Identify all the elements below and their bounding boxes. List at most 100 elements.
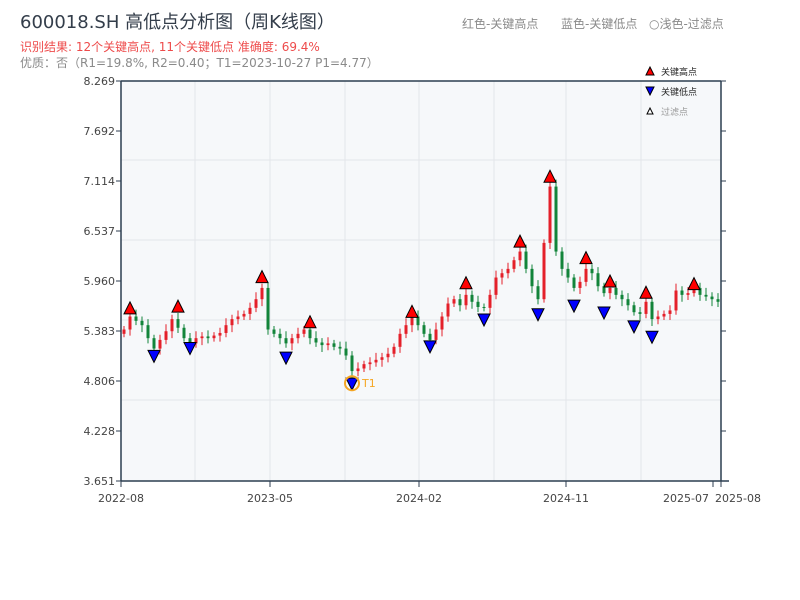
candle-body: [710, 296, 714, 300]
candle-body: [308, 329, 312, 339]
candle-body: [260, 287, 264, 300]
candle-body: [242, 313, 246, 317]
quality-summary: 优质：否（R1=19.8%, R2=0.40；T1=2023-10-27 P1=…: [20, 56, 379, 70]
key-high-marker: [639, 285, 653, 299]
candle-body: [524, 251, 528, 269]
t1-marker: [344, 375, 360, 392]
y-tick-label: 3.651: [84, 475, 116, 488]
candle-body: [350, 355, 354, 372]
candle-body: [674, 290, 678, 311]
candle-body: [554, 186, 558, 252]
candle-body: [500, 273, 504, 278]
result-summary: 识别结果: 12个关键高点, 11个关键低点 准确度: 69.4%: [20, 40, 320, 54]
candle-body: [584, 268, 588, 282]
candle-body: [344, 348, 348, 356]
candle-body: [506, 268, 510, 274]
candle-body: [698, 287, 702, 295]
legend-text-high: 红色-关键高点: [462, 17, 539, 31]
y-tick-label: 8.269: [84, 75, 116, 88]
legend-filtered-icon: [646, 106, 654, 115]
candle-body: [620, 294, 624, 300]
candle-body: [434, 329, 438, 340]
candle-body: [332, 343, 336, 347]
candle-body: [602, 286, 606, 294]
candle-body: [428, 333, 432, 340]
candle-body: [644, 301, 648, 314]
candle-body: [464, 294, 468, 306]
key-high-marker: [171, 299, 185, 313]
candle-body: [374, 359, 378, 363]
candle-body: [572, 277, 576, 288]
candle-body: [566, 268, 570, 278]
y-tick-label: 5.383: [84, 325, 116, 338]
candle-body: [632, 305, 636, 313]
y-tick-label: 4.228: [84, 425, 116, 438]
candle-body: [386, 353, 390, 358]
candle-body: [650, 301, 654, 320]
candle-body: [314, 338, 318, 343]
y-tick-label: 5.960: [84, 275, 116, 288]
candle-body: [614, 287, 618, 295]
candle-body: [608, 287, 612, 294]
candle-body: [194, 338, 198, 344]
key-high-marker: [513, 234, 527, 248]
candle-body: [188, 338, 192, 344]
candle-body: [152, 338, 156, 349]
candle-body: [230, 319, 234, 326]
key-high-marker: [405, 304, 419, 318]
key-high-marker: [459, 275, 473, 290]
candle-body: [296, 333, 300, 339]
candle-body: [536, 286, 540, 300]
x-tick-label: 2022-08: [98, 492, 144, 505]
candle-body: [680, 290, 684, 295]
y-tick-label: 6.537: [84, 225, 116, 238]
legend-low-icon: [645, 86, 655, 97]
key-low-marker: [477, 313, 491, 328]
candle-body: [158, 339, 162, 349]
key-low-marker: [345, 377, 359, 392]
candle-body: [638, 312, 642, 314]
legend-high-icon: [645, 65, 655, 76]
candle-body: [254, 299, 258, 308]
candle-body: [452, 299, 456, 304]
key-low-marker: [423, 340, 437, 354]
candle-body: [668, 310, 672, 314]
candle-body: [134, 316, 138, 321]
candle-body: [248, 307, 252, 314]
key-high-marker: [543, 169, 557, 183]
key-low-marker: [645, 330, 659, 345]
candle-body: [542, 242, 546, 300]
candle-body: [380, 357, 384, 360]
candle-body: [236, 316, 240, 320]
candle-body: [362, 364, 366, 369]
key-low-marker: [597, 306, 611, 321]
candle-body: [284, 338, 288, 344]
candle-body: [146, 325, 150, 339]
candle-body: [446, 303, 450, 317]
candle-body: [122, 329, 126, 334]
key-low-marker: [147, 349, 161, 364]
candle-body: [170, 319, 174, 332]
candle-body: [662, 313, 666, 317]
x-tick-label: 2025-07: [663, 492, 709, 505]
t1-label: T1: [361, 377, 376, 390]
candle-body: [326, 343, 330, 346]
candle-body: [512, 260, 516, 269]
legend-low-label: 关键低点: [661, 86, 697, 98]
key-high-marker: [255, 269, 269, 284]
candle-body: [488, 294, 492, 308]
candle-body: [590, 268, 594, 274]
candle-body: [560, 251, 564, 269]
candle-body: [290, 338, 294, 344]
candle-body: [470, 294, 474, 302]
legend-high-label: 关键高点: [661, 66, 697, 78]
legend-text-low: 蓝色-关键低点: [561, 17, 638, 31]
key-low-marker: [183, 342, 197, 356]
legend-text-filtered: ○浅色-过滤点: [649, 17, 724, 31]
candle-body: [626, 299, 630, 306]
candle-body: [416, 316, 420, 326]
candle-body: [692, 287, 696, 294]
candle-body: [704, 294, 708, 297]
candle-body: [302, 329, 306, 334]
y-tick-label: 7.114: [84, 175, 116, 188]
